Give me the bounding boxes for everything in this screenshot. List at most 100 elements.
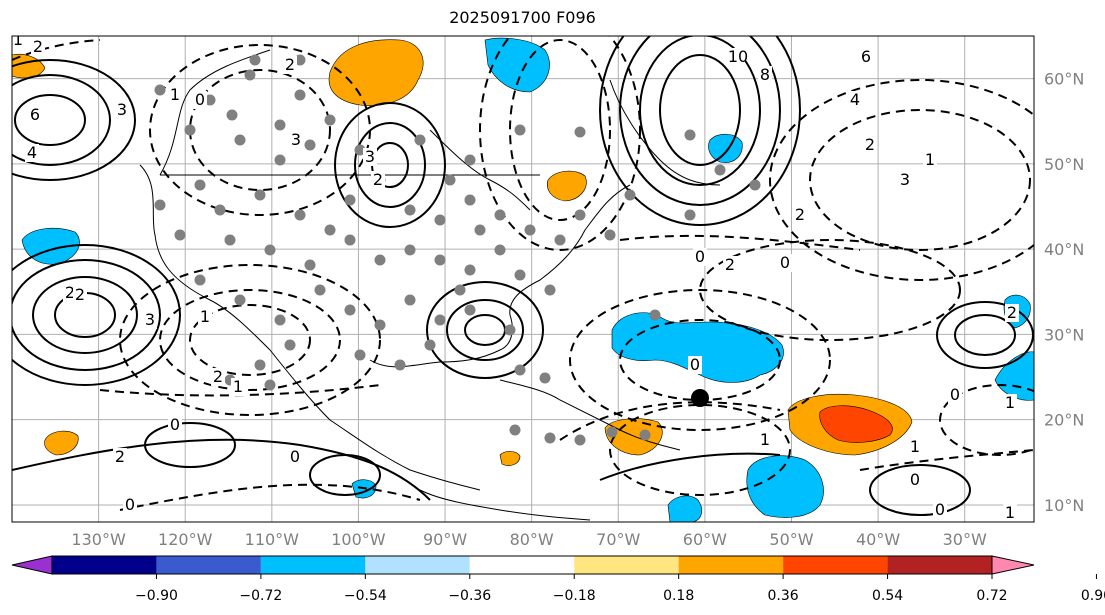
- station-dot: [649, 309, 661, 321]
- latitude-labels: 60°N 50°N 40°N 30°N 20°N 10°N: [1044, 70, 1084, 515]
- contour-label-bg: [908, 471, 922, 489]
- colorbar: [11, 555, 1035, 575]
- longitude-tick-label: 90°W: [423, 530, 467, 549]
- contour-label-bg: [793, 206, 807, 224]
- station-dot: [184, 124, 196, 136]
- station-dot: [304, 139, 316, 151]
- station-dot: [344, 194, 356, 206]
- station-dot: [234, 134, 246, 146]
- colorbar-labels: −0.90 −0.72 −0.54 −0.36 −0.18 0.18 0.36 0.54 0.7…: [135, 574, 1105, 604]
- colorbar-tick-label: −0.18: [553, 588, 596, 604]
- contour-label: 3: [365, 147, 375, 166]
- station-dot: [464, 194, 476, 206]
- blue-region-labrador: [484, 37, 550, 93]
- station-dot: [274, 314, 286, 326]
- station-dot: [304, 259, 316, 271]
- station-dot: [154, 199, 166, 211]
- contour-label: 2: [75, 285, 85, 304]
- station-dot: [404, 204, 416, 216]
- station-dot: [749, 179, 761, 191]
- contour-label-bg: [198, 308, 212, 326]
- station-dot: [509, 424, 521, 436]
- contour-label: 1: [925, 150, 935, 169]
- station-dot: [474, 224, 486, 236]
- contour-label-bg: [115, 101, 129, 119]
- colorbar-segment: [574, 556, 679, 574]
- station-dot: [574, 209, 586, 221]
- contour-label-bg: [25, 144, 39, 162]
- station-dot: [264, 244, 276, 256]
- station-dot: [544, 432, 556, 444]
- contour-label-bg: [731, 48, 745, 66]
- contour-label: 1: [1005, 503, 1015, 522]
- longitude-tick-label: 70°W: [596, 530, 640, 549]
- contour-label: 0: [695, 247, 705, 266]
- solid-contours: [12, 36, 1034, 516]
- latitude-tick-label: 10°N: [1044, 496, 1084, 515]
- shaded-regions: [12, 37, 1034, 522]
- station-dot: [354, 349, 366, 361]
- contour-label: 1: [170, 85, 180, 104]
- contour-label-bg: [363, 148, 377, 166]
- station-dot: [174, 229, 186, 241]
- station-dot: [714, 164, 726, 176]
- station-dot: [274, 119, 286, 131]
- station-dot: [514, 364, 526, 376]
- station-dot: [264, 379, 276, 391]
- station-dot: [226, 109, 238, 121]
- colorbar-segment: [260, 556, 366, 574]
- station-dot: [354, 144, 366, 156]
- station-dot: [314, 284, 326, 296]
- station-dot: [606, 426, 618, 438]
- contour-label-bg: [283, 56, 297, 74]
- station-dot: [224, 234, 236, 246]
- contour-label: 0: [935, 500, 945, 519]
- contour-label: 0: [690, 355, 700, 374]
- station-dot: [514, 269, 526, 281]
- contour-label-bg: [1005, 304, 1019, 322]
- contour-label: 2: [865, 135, 875, 154]
- longitude-tick-label: 40°W: [856, 530, 900, 549]
- station-dot: [424, 339, 436, 351]
- station-dot: [684, 209, 696, 221]
- colorbar-tick-label: −0.36: [448, 588, 491, 604]
- station-dot: [324, 224, 336, 236]
- latitude-tick-label: 20°N: [1044, 411, 1084, 430]
- station-dot: [394, 359, 406, 371]
- station-dot: [434, 314, 446, 326]
- contour-label-bg: [289, 131, 303, 149]
- contour-label-bg: [898, 171, 912, 189]
- contour-label: 2: [33, 37, 43, 56]
- station-dot: [444, 174, 456, 186]
- blue-region-newfoundland: [708, 133, 743, 163]
- contour-label-bg: [113, 448, 127, 466]
- orange-region-caribbean: [604, 418, 663, 456]
- station-dot: [639, 429, 651, 441]
- contour-label-bg: [863, 136, 877, 154]
- station-dot: [504, 324, 516, 336]
- station-dot: [344, 304, 356, 316]
- contour-label-bg: [1003, 504, 1017, 522]
- contour-label-bg: [758, 431, 772, 449]
- contour-label: 6: [30, 105, 40, 124]
- station-dot: [249, 54, 261, 66]
- contour-label: 1: [910, 437, 920, 456]
- dashed-contours: [12, 36, 1034, 511]
- contour-label: 0: [170, 415, 180, 434]
- longitude-labels: 130°W 120°W 110°W 100°W 90°W 80°W 70°W 60°W 50°W…: [71, 530, 987, 549]
- contour-label-bg: [168, 86, 182, 104]
- contour-label-bg: [908, 438, 922, 456]
- contour-label: 2: [1007, 303, 1017, 322]
- station-dot: [454, 284, 466, 296]
- station-dot: [404, 294, 416, 306]
- contour-label: 1: [13, 30, 23, 49]
- station-dot: [464, 154, 476, 166]
- contour-label-bg: [923, 151, 937, 169]
- latitude-tick-label: 30°N: [1044, 325, 1084, 344]
- colorbar-tick-label: 0.54: [872, 588, 903, 604]
- orange-region-pacific-south: [44, 430, 79, 456]
- contour-label: 2: [285, 55, 295, 74]
- contour-label: 1: [1005, 393, 1015, 412]
- station-dot: [254, 359, 266, 371]
